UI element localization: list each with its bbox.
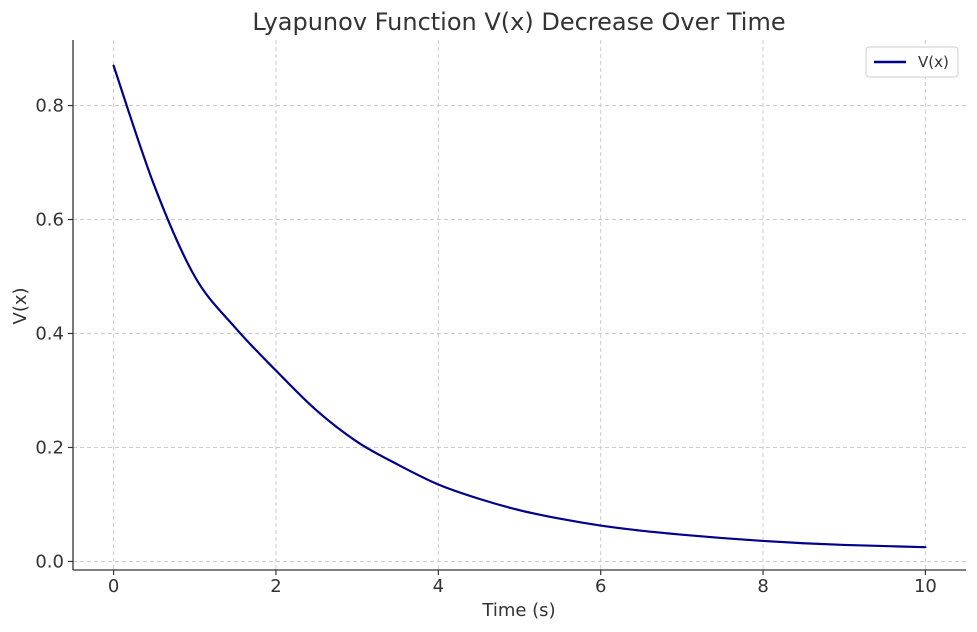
grid-lines	[73, 40, 966, 570]
y-axis-ticks: 0.0 0.2 0.4 0.6 0.8	[35, 96, 73, 572]
axes-spines	[72, 40, 966, 571]
x-tick-label: 0	[108, 576, 119, 597]
legend: V(x)	[865, 46, 959, 78]
series-line-v-x	[112, 64, 927, 549]
x-tick-label: 8	[757, 576, 768, 597]
x-tick-label: 6	[595, 576, 606, 597]
series-layer	[112, 64, 927, 549]
x-axis-ticks: 0 2 4 6 8 10	[108, 570, 937, 597]
y-axis-label: V(x)	[10, 287, 31, 324]
y-tick-label: 0.4	[35, 323, 64, 344]
legend-label-v-x: V(x)	[918, 53, 949, 71]
x-tick-label: 4	[433, 576, 444, 597]
x-tick-label: 2	[270, 576, 281, 597]
y-tick-label: 0.8	[35, 96, 64, 117]
y-tick-label: 0.2	[35, 437, 64, 458]
x-tick-label: 10	[914, 576, 937, 597]
y-tick-label: 0.0	[35, 551, 64, 572]
x-axis-label: Time (s)	[481, 600, 555, 621]
legend-box	[865, 46, 959, 78]
y-tick-label: 0.6	[35, 210, 64, 231]
chart-title: Lyapunov Function V(x) Decrease Over Tim…	[252, 8, 785, 36]
